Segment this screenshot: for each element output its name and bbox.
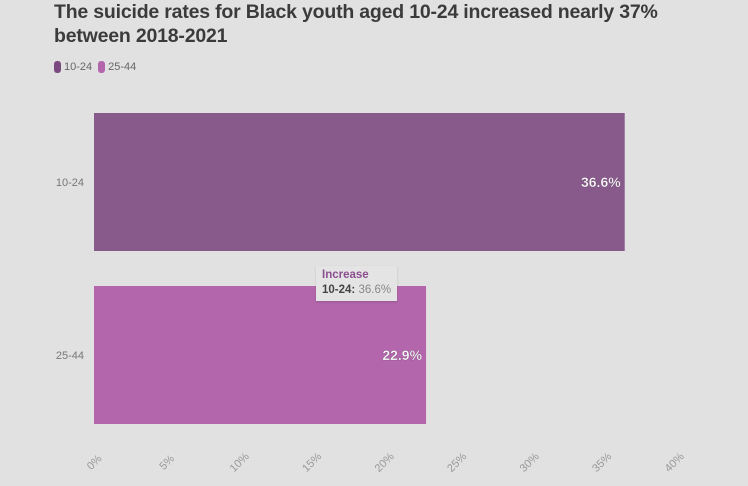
x-tick-label: 40%	[663, 451, 687, 475]
data-label: 22.9%	[382, 347, 422, 363]
x-tick-label: 25%	[445, 451, 469, 475]
data-label: 36.6%	[581, 174, 621, 190]
legend-item-25-44[interactable]: 25-44	[98, 61, 136, 73]
legend-label: 10-24	[64, 61, 93, 73]
legend-label: 25-44	[108, 61, 137, 73]
x-tick-label: 15%	[300, 451, 324, 475]
x-tick-label: 30%	[518, 451, 542, 475]
legend-swatch	[98, 61, 106, 73]
legend-item-10-24[interactable]: 10-24	[54, 61, 92, 73]
bar-10-24[interactable]	[94, 113, 625, 251]
bar-25-44[interactable]	[94, 286, 427, 424]
category-label: 25-44	[56, 350, 84, 362]
x-tick-label: 20%	[373, 451, 397, 475]
chart-title: The suicide rates for Black youth aged 1…	[54, 1, 658, 47]
category-label: 10-24	[56, 177, 84, 189]
x-tick-label: 0%	[85, 453, 105, 473]
legend: 10-24 25-44	[54, 61, 142, 73]
tooltip-value: 36.6%	[358, 284, 392, 296]
tooltip-key: 10-24:	[322, 284, 356, 296]
x-tick-label: 35%	[590, 451, 614, 475]
legend-swatch	[54, 61, 61, 73]
tooltip: Increase 10-24: 36.6%	[316, 266, 398, 301]
x-tick-label: 10%	[228, 451, 252, 475]
tooltip-title: Increase	[322, 269, 369, 281]
x-tick-label: 5%	[157, 453, 177, 473]
